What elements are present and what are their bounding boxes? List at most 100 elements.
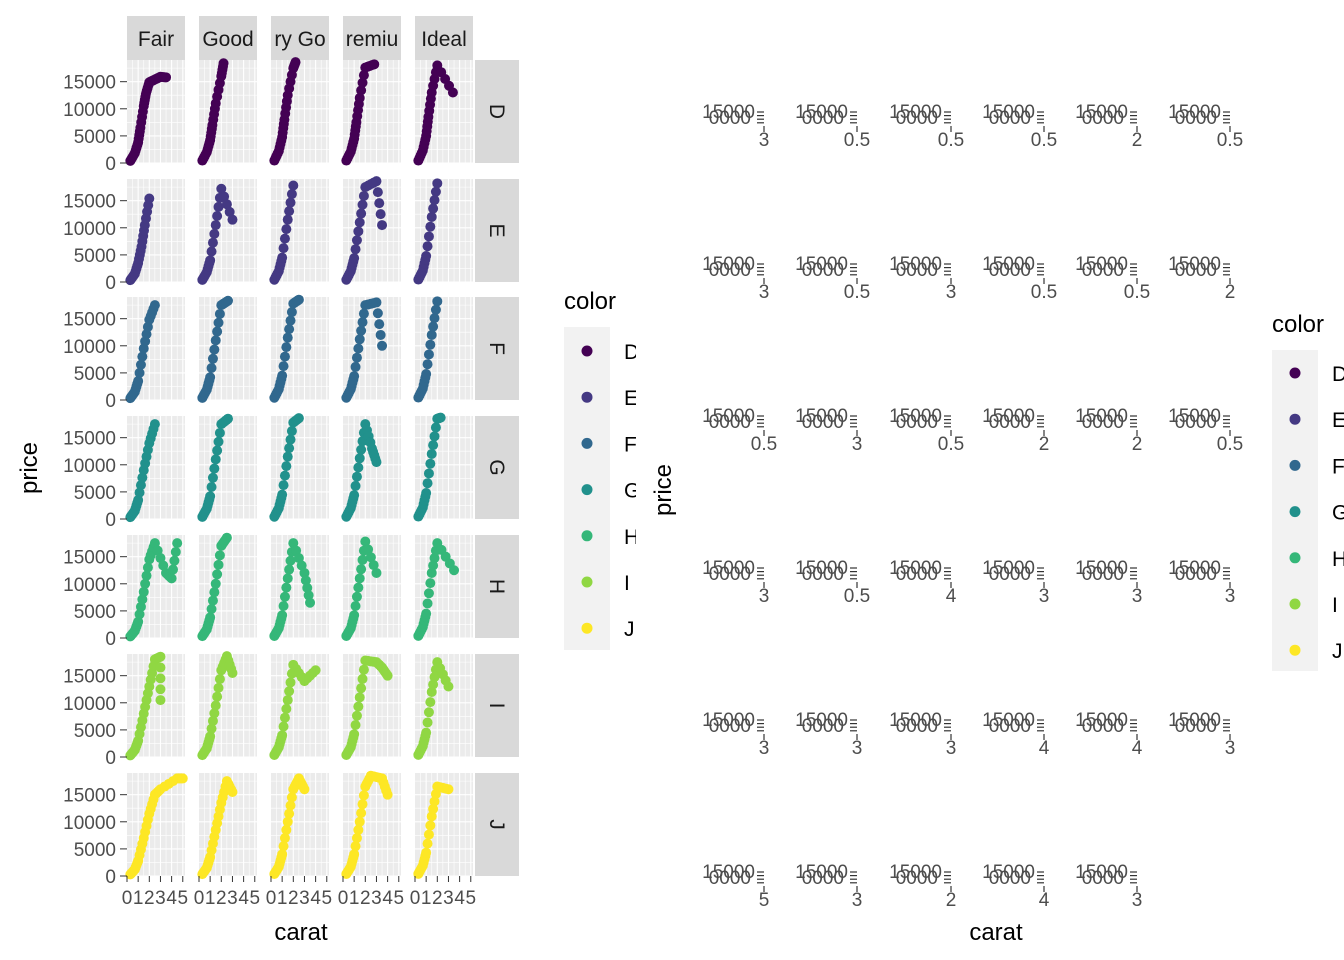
y-tick-label: 10000 (63, 219, 116, 240)
data-point (310, 665, 321, 676)
col-strip-label: ry Go (274, 28, 325, 51)
data-point (209, 228, 220, 239)
y-tick-label: 15000 (982, 254, 1035, 275)
x-tick-label: 3 (1225, 586, 1236, 607)
x-tick-label: 2 (1225, 282, 1236, 303)
x-tick-label: 0.5 (1031, 282, 1057, 303)
panel-r6-c3 (341, 770, 401, 879)
data-point (371, 297, 382, 308)
data-point (138, 586, 149, 597)
data-point (363, 544, 374, 555)
y-tick-label: 15000 (795, 102, 848, 123)
row-strip-0: D (475, 60, 519, 163)
data-point (422, 241, 433, 252)
legend-label: G (624, 480, 640, 503)
data-point (285, 315, 296, 326)
y-tick-label: 0000 (989, 716, 1031, 737)
y-tick-label: 15000 (889, 710, 942, 731)
data-point (284, 564, 295, 575)
data-point (205, 612, 216, 623)
y-tick-label: 10000 (63, 813, 116, 834)
legend-key-D (581, 345, 593, 357)
data-point (360, 536, 371, 547)
row-strip-1: E (475, 179, 519, 282)
data-point (435, 412, 446, 423)
x-tick-label: 4 (1039, 890, 1050, 911)
data-point (349, 729, 360, 740)
data-point (279, 833, 290, 844)
x-tick-label: 4 (946, 586, 957, 607)
data-point (421, 608, 432, 619)
data-point (214, 308, 225, 319)
row-strip-label: H (485, 579, 508, 594)
data-point (426, 686, 437, 697)
y-tick-label: 15000 (982, 102, 1035, 123)
data-point (354, 573, 365, 584)
data-point (207, 715, 218, 726)
data-point (377, 220, 388, 231)
y-tick-label: 0000 (896, 412, 938, 433)
data-point (213, 201, 224, 212)
x-tick-label: 3 (1132, 586, 1143, 607)
x-tick-label: 3 (443, 888, 454, 909)
data-point (205, 491, 216, 502)
data-point (425, 458, 436, 469)
y-tick-label: 0000 (1082, 868, 1124, 889)
panel-r4-c0 (125, 535, 185, 642)
data-point (155, 695, 166, 706)
data-point (285, 555, 296, 566)
panel-r2-c0 (125, 297, 185, 404)
data-point (443, 681, 454, 692)
data-point (422, 838, 433, 849)
panel-r0-c1 (197, 58, 257, 166)
y-tick-label: 0000 (1175, 412, 1217, 433)
legend-label: E (1332, 409, 1344, 432)
data-point (210, 700, 221, 711)
y-tick-label: 15000 (63, 667, 116, 688)
y-tick-label: 5000 (74, 602, 116, 623)
data-point (356, 444, 367, 455)
y-tick-label: 0000 (989, 260, 1031, 281)
data-point (426, 811, 437, 822)
data-point (425, 820, 436, 831)
x-tick-label: 3 (155, 888, 166, 909)
data-point (350, 720, 361, 731)
data-point (425, 578, 436, 589)
data-point (428, 560, 439, 571)
x-tick-label: 1 (133, 888, 144, 909)
y-tick-label: 0000 (1082, 716, 1124, 737)
data-point (214, 674, 225, 685)
data-point (282, 695, 293, 706)
data-point (349, 371, 360, 382)
data-point (430, 304, 441, 315)
data-point (206, 603, 217, 614)
y-tick-label: 15000 (702, 710, 755, 731)
y-tick-label: 0000 (1082, 412, 1124, 433)
col-strip-label: Fair (138, 28, 174, 51)
legend-title: color (564, 288, 616, 315)
panel-r6-c0 (125, 773, 188, 880)
panel-r1-c3 (341, 176, 401, 285)
data-point (428, 803, 439, 814)
y-tick-label: 0000 (709, 564, 751, 585)
y-tick-label: 15000 (982, 710, 1035, 731)
y-tick-label: 0000 (709, 412, 751, 433)
x-tick-label: 3 (946, 738, 957, 759)
data-point (277, 730, 288, 741)
panel-r0-c3 (341, 59, 401, 166)
data-point (365, 552, 376, 563)
y-tick-label: 5000 (74, 127, 116, 148)
data-point (166, 573, 177, 584)
row-strip-label: I (485, 703, 508, 709)
data-point (209, 344, 220, 355)
y-tick-label: 0000 (709, 716, 751, 737)
data-point (161, 72, 172, 83)
data-point (350, 480, 361, 491)
col-strip-bg (271, 16, 329, 60)
data-point (169, 555, 180, 566)
data-point (302, 582, 313, 593)
